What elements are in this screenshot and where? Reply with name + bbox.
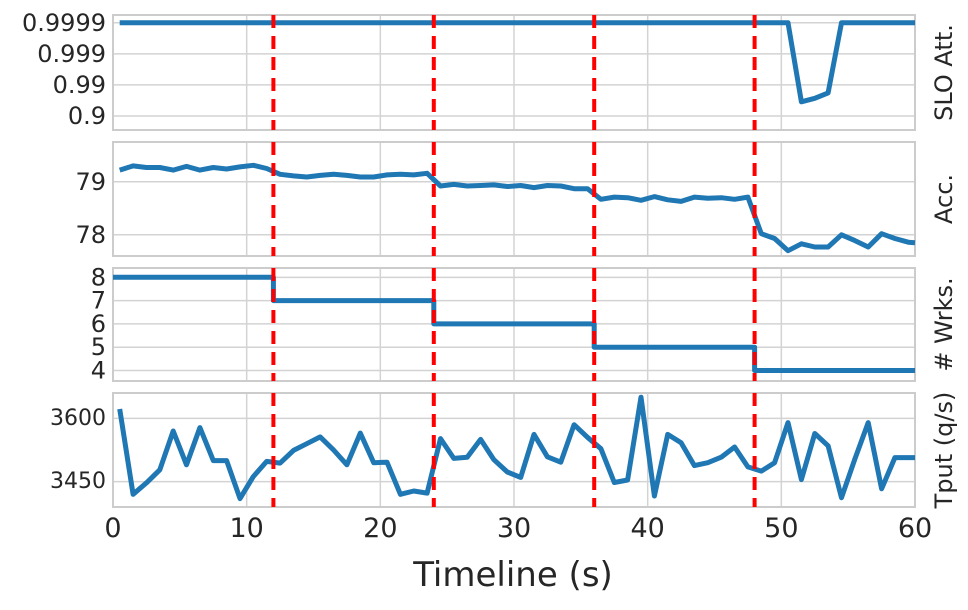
y-tick-label: 3450 [50,469,106,494]
panel-frame [112,267,916,382]
panel-ylabel: Acc. [930,174,958,224]
series-line [117,394,915,502]
y-tick-label: 78 [75,221,106,249]
y-tick-label: 8 [91,263,106,291]
panel-1: 0.9999 0.999 0.99 0.9 SLO Att. [22,9,958,131]
panel-ylabel: # Wrks. [930,277,958,371]
y-tick-label: 0.9999 [22,9,106,37]
x-tick-label: 60 [898,513,932,544]
x-tick-label: 50 [764,513,798,544]
x-tick-label: 0 [104,513,121,544]
panel-frame [112,392,916,508]
y-tick-label: 0.99 [53,71,106,99]
panel-4: 3600 3450 Tput (q/s) [50,392,958,510]
series-line [118,162,916,254]
y-tick-label: 6 [91,310,106,338]
y-tick-label: 3600 [50,406,106,431]
x-tick-label: 10 [229,513,263,544]
x-tick-label: 40 [630,513,664,544]
x-tick-label: 20 [363,513,397,544]
x-axis: 0 10 20 30 40 50 60 [104,513,932,544]
panel-ylabel: Tput (q/s) [930,392,958,510]
panel-ylabel: SLO Att. [930,24,958,121]
panel-2: 79 78 Acc. [75,141,958,257]
y-tick-label: 0.9 [68,102,106,130]
y-tick-label: 79 [75,168,106,196]
series-line [119,20,915,105]
panel-frame [112,141,916,257]
x-tick-label: 30 [497,513,531,544]
panel-frame [112,14,916,131]
x-axis-title: Timeline (s) [412,555,613,595]
y-tick-label: 7 [91,287,106,315]
y-tick-label: 4 [91,357,106,385]
y-tick-label: 0.999 [37,40,106,68]
y-tick-label: 5 [91,333,106,361]
